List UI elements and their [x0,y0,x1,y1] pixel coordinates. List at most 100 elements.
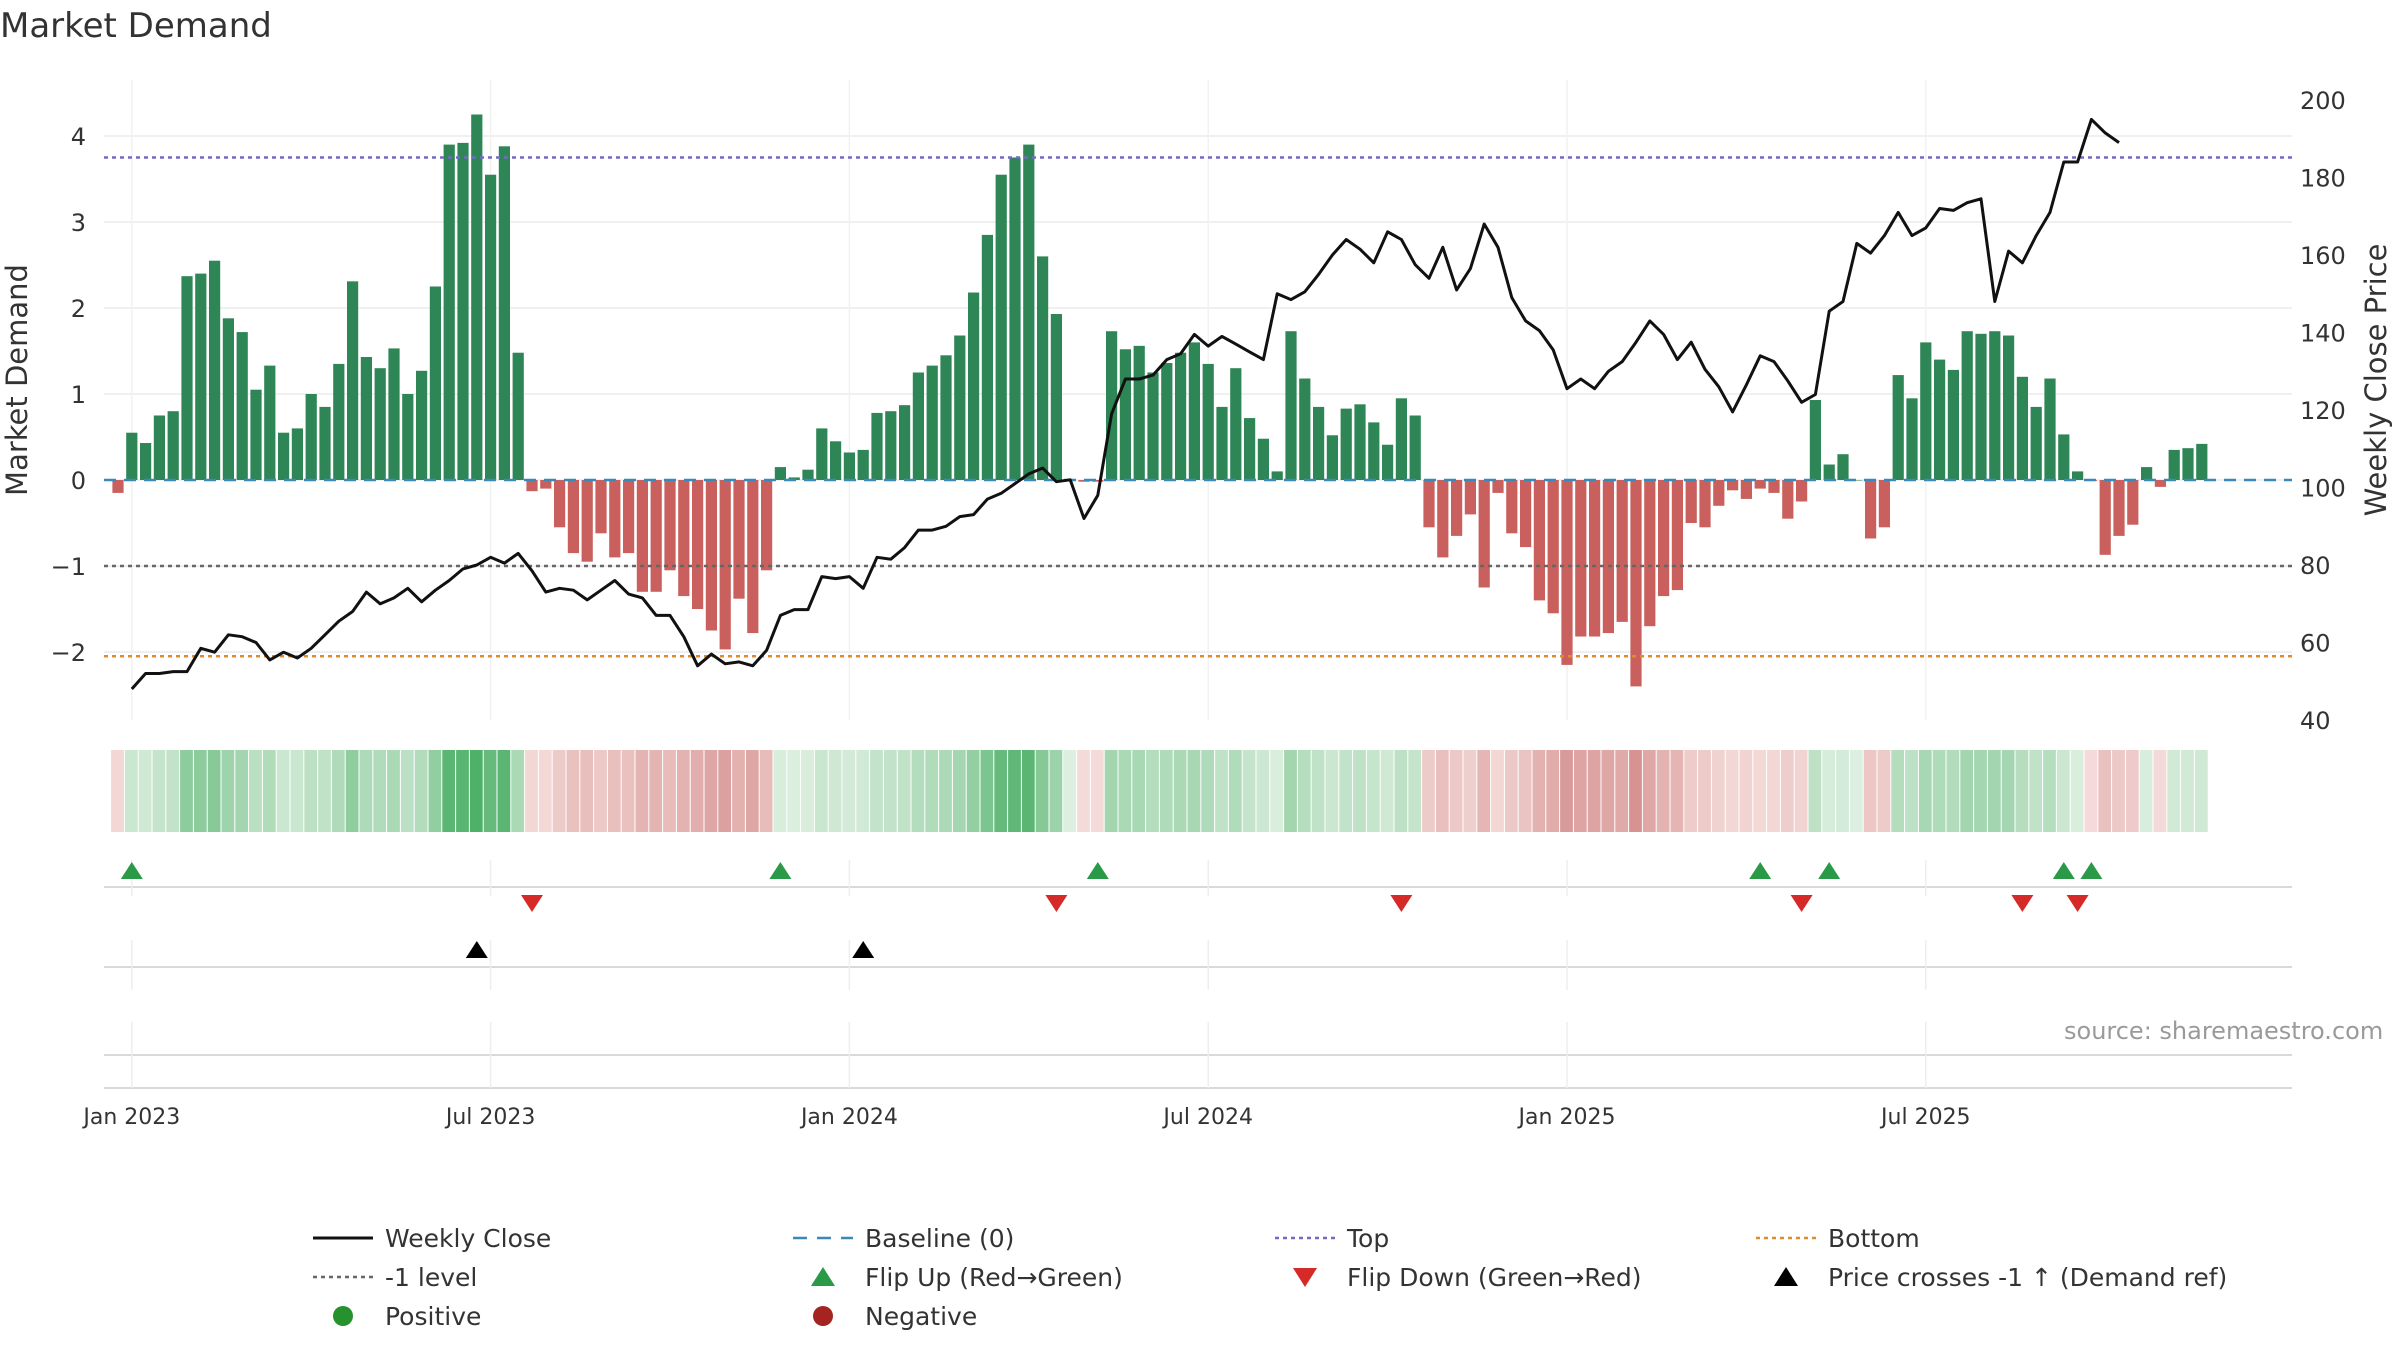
heat-cell [152,750,166,832]
demand-bar [416,370,428,480]
heat-cell [856,750,870,832]
y2-tick-label: 140 [2300,320,2346,348]
demand-bar [278,432,290,480]
demand-bar [2168,449,2180,480]
heat-cell [249,750,262,832]
heat-cell [1808,750,1822,832]
heat-cell [994,750,1008,832]
heat-cell [359,750,373,832]
y-axis-label: Market Demand [0,264,34,496]
heat-cell [2043,750,2056,832]
demand-bar [264,365,276,480]
heat-cell [2001,750,2015,832]
demand-bar [1257,438,1269,480]
x-tick-label: Jul 2025 [1879,1105,1971,1130]
demand-bar [857,449,869,480]
heat-cell [1725,750,1739,832]
demand-bar [291,428,303,480]
demand-bar [1533,480,1545,601]
x-tick-label: Jul 2024 [1161,1105,1253,1130]
demand-bar [1630,480,1642,687]
demand-bar [1989,331,2001,480]
y-tick-label: 0 [71,467,86,495]
demand-bar [705,480,717,631]
heat-cell [2056,750,2070,832]
demand-bar [1699,480,1711,528]
heat-cell [1491,750,1504,832]
y-tick-label: 4 [71,123,86,151]
heat-cell [511,750,525,832]
heat-cell [814,750,828,832]
demand-bar [899,405,911,480]
demand-bar [1865,480,1877,539]
legend-swatch-tri-down [1293,1268,1317,1287]
demand-bar [1133,345,1145,480]
heat-cell [373,750,387,832]
demand-bar [940,355,952,480]
demand-bar [1878,480,1890,528]
demand-bar [912,372,924,480]
demand-bar [2099,480,2111,555]
heat-cell [331,750,345,832]
flip-up-marker [769,862,792,879]
legend-swatch-tri-up [1774,1267,1798,1286]
demand-bar [209,260,221,480]
demand-bar [1796,480,1808,502]
x-tick-label: Jan 2025 [1517,1105,1616,1130]
heat-cell [1173,750,1187,832]
heat-cell [1311,750,1325,832]
heat-cell [1836,750,1849,832]
y-tick-label: 1 [71,381,86,409]
heat-cell [1684,750,1698,832]
heat-cell [1932,750,1946,832]
demand-bar [347,281,359,480]
demand-bar [443,144,455,480]
heat-cell [1615,750,1629,832]
demand-bar [1244,418,1256,480]
legend-label: Price crosses -1 ↑ (Demand ref) [1828,1263,2227,1292]
heat-cell [1849,750,1863,832]
demand-bar [1906,398,1918,480]
demand-bar [609,480,621,558]
heat-cell [1104,750,1118,832]
demand-bar [1616,480,1628,622]
heat-cell [1449,750,1463,832]
demand-bar [802,469,814,480]
heat-cell [939,750,952,832]
demand-bar [1492,480,1504,493]
legend-label: Flip Up (Red→Green) [865,1263,1123,1292]
demand-bar [1561,480,1573,665]
demand-bar [1520,480,1532,548]
heat-cell [1974,750,1987,832]
heat-cell [207,750,221,832]
demand-bar [1754,480,1766,489]
heat-cell [1228,750,1242,832]
demand-bar [692,480,704,609]
legend-label: Weekly Close [385,1224,551,1253]
demand-bar [1506,480,1518,534]
heat-cell [2167,750,2181,832]
demand-bar [1175,352,1187,480]
heat-cell [1422,750,1435,832]
heat-cell [1132,750,1146,832]
demand-bar [1147,372,1159,480]
heat-cell [1118,750,1132,832]
legend-label: Top [1346,1224,1389,1253]
heat-cell [621,750,635,832]
heat-cell [193,750,207,832]
demand-bar [1961,331,1973,480]
demand-bar [926,365,938,480]
y2-tick-label: 60 [2300,630,2331,658]
demand-bar [1478,480,1490,588]
heat-cell [1408,750,1422,832]
heat-cell [911,750,925,832]
heat-cell [497,750,511,832]
heat-cell [1353,750,1366,832]
flip-down-marker [1390,895,1413,912]
heat-cell [428,750,442,832]
demand-bar [1851,480,1863,481]
heat-cell [2181,750,2194,832]
heat-cell [1794,750,1808,832]
heat-cell [649,750,663,832]
y2-tick-label: 180 [2300,165,2346,193]
